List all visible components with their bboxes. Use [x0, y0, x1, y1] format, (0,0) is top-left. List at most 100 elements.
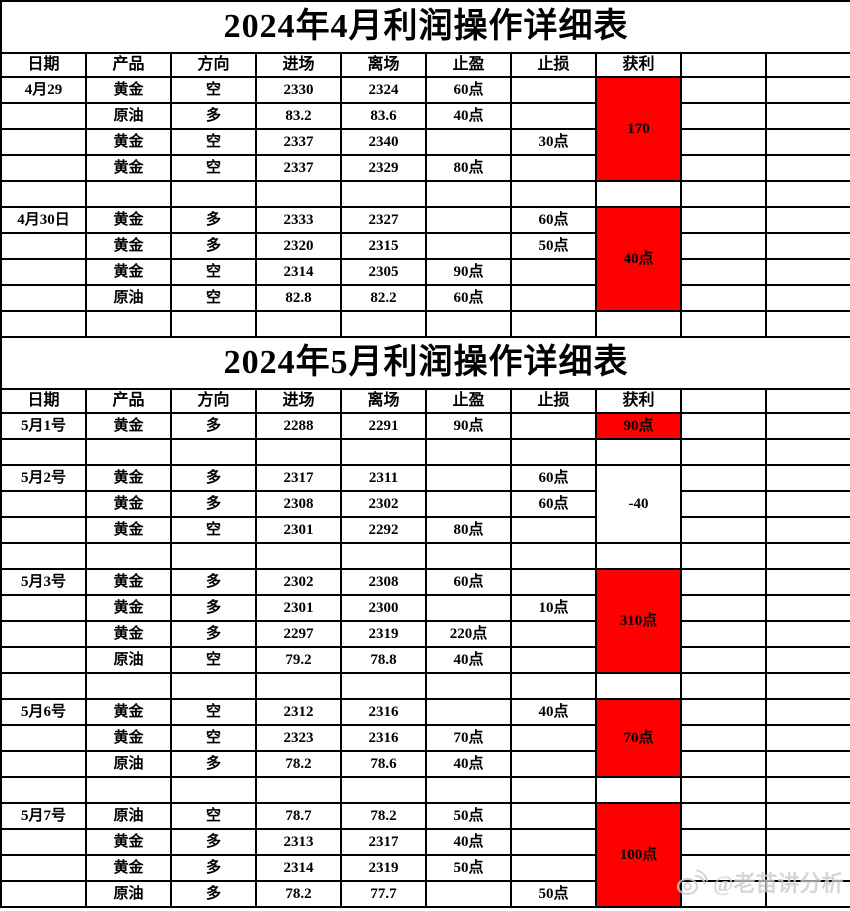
date-cell [0, 102, 87, 130]
table-title-row: 2024年5月利润操作详细表 [0, 336, 850, 390]
entry-cell: 2333 [255, 206, 342, 234]
direction-cell: 空 [170, 154, 257, 182]
table-row: 黄金空 2337 2329 80点 [0, 154, 850, 182]
entry-cell: 2330 [255, 76, 342, 104]
entry-cell: 83.2 [255, 102, 342, 130]
table-row: 黄金多 2314 2319 50点 [0, 854, 850, 882]
date-cell [0, 854, 87, 882]
direction-cell: 空 [170, 724, 257, 752]
exit-cell: 82.2 [340, 284, 427, 312]
extra-cell [764, 76, 850, 104]
extra-cell [680, 672, 767, 700]
product-cell: 原油 [85, 880, 172, 908]
take-profit-cell: 40点 [425, 102, 512, 130]
table-row: 原油多 78.2 77.7 50点 [0, 880, 850, 908]
take-profit-cell [425, 776, 512, 804]
extra-cell [764, 542, 850, 570]
take-profit-cell: 50点 [425, 854, 512, 882]
product-cell: 黄金 [85, 490, 172, 518]
date-cell [0, 620, 87, 648]
extra-cell [680, 724, 767, 752]
take-profit-cell [425, 206, 512, 234]
profit-cell [595, 542, 682, 570]
product-cell [85, 776, 172, 804]
exit-cell: 78.2 [340, 802, 427, 830]
extra-cell [764, 594, 850, 622]
extra-cell [764, 438, 850, 466]
stop-loss-cell [510, 750, 597, 778]
stop-loss-cell [510, 310, 597, 338]
product-cell: 黄金 [85, 464, 172, 492]
column-header: 离场 [340, 52, 427, 78]
extra-cell [764, 310, 850, 338]
entry-cell: 2297 [255, 620, 342, 648]
direction-cell: 多 [170, 880, 257, 908]
stop-loss-cell [510, 568, 597, 596]
take-profit-cell: 70点 [425, 724, 512, 752]
extra-cell [680, 594, 767, 622]
take-profit-cell: 80点 [425, 516, 512, 544]
stop-loss-cell [510, 802, 597, 830]
direction-cell: 空 [170, 516, 257, 544]
table-row: 黄金空 2323 2316 70点 [0, 724, 850, 752]
extra-cell [764, 620, 850, 648]
exit-cell: 2302 [340, 490, 427, 518]
product-cell: 原油 [85, 646, 172, 674]
take-profit-cell: 40点 [425, 750, 512, 778]
exit-cell: 2316 [340, 724, 427, 752]
table-row: 4月29 黄金空 2330 2324 60点 170 [0, 76, 850, 182]
table-row [0, 672, 850, 700]
take-profit-cell [425, 542, 512, 570]
exit-cell: 2324 [340, 76, 427, 104]
stop-loss-cell [510, 672, 597, 700]
extra-cell [764, 412, 850, 440]
date-cell [0, 438, 87, 466]
entry-cell: 2320 [255, 232, 342, 260]
table-row: 5月3号 黄金多 2302 2308 60点 310点 [0, 568, 850, 674]
take-profit-cell [425, 698, 512, 726]
product-cell: 黄金 [85, 698, 172, 726]
extra-cell [764, 180, 850, 208]
table-row: 4月30日 黄金多 2333 2327 60点 40点 [0, 206, 850, 312]
column-header: 进场 [255, 52, 342, 78]
extra-cell [764, 490, 850, 518]
extra-cell [764, 464, 850, 492]
stop-loss-cell [510, 76, 597, 104]
extra-cell [764, 154, 850, 182]
extra-cell [764, 672, 850, 700]
direction-cell: 多 [170, 102, 257, 130]
exit-cell: 2292 [340, 516, 427, 544]
stop-loss-cell: 60点 [510, 464, 597, 492]
direction-cell [170, 438, 257, 466]
stop-loss-cell [510, 776, 597, 804]
extra-cell [680, 490, 767, 518]
extra-cell [764, 854, 850, 882]
profit-cell [595, 180, 682, 208]
entry-cell: 2301 [255, 594, 342, 622]
direction-cell: 空 [170, 646, 257, 674]
stop-loss-cell: 50点 [510, 232, 597, 260]
product-cell: 黄金 [85, 232, 172, 260]
stop-loss-cell [510, 724, 597, 752]
direction-cell [170, 776, 257, 804]
date-cell [0, 154, 87, 182]
direction-cell [170, 542, 257, 570]
stop-loss-cell [510, 102, 597, 130]
product-cell: 黄金 [85, 258, 172, 286]
entry-cell: 2337 [255, 128, 342, 156]
table-title: 2024年4月利润操作详细表 [0, 0, 850, 54]
column-header: 产品 [85, 388, 172, 414]
column-header: 止盈 [425, 388, 512, 414]
date-cell [0, 128, 87, 156]
date-cell [0, 516, 87, 544]
direction-cell: 多 [170, 594, 257, 622]
direction-cell [170, 180, 257, 208]
take-profit-cell: 90点 [425, 258, 512, 286]
column-header: 产品 [85, 52, 172, 78]
date-cell: 5月7号 [0, 802, 87, 830]
column-header: 获利 [595, 52, 682, 78]
extra-cell [680, 646, 767, 674]
table-row: 原油多 83.2 83.6 40点 [0, 102, 850, 130]
stop-loss-cell [510, 180, 597, 208]
